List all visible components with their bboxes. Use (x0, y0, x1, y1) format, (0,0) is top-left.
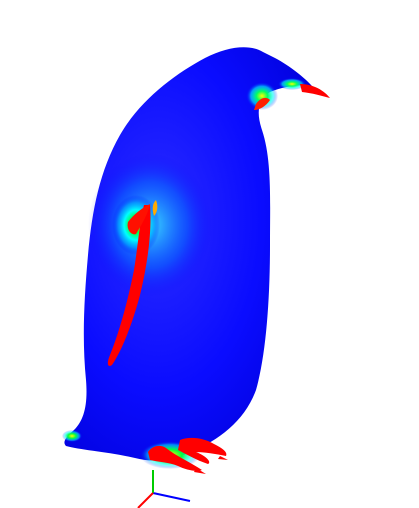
beak-shadow (254, 97, 270, 110)
beak (300, 84, 330, 98)
flipper (107, 205, 151, 366)
flipper-root (127, 204, 150, 235)
tail-glow (62, 430, 82, 442)
right-foot (178, 437, 227, 464)
axes-triad (137, 470, 191, 508)
flipper-tip (152, 200, 158, 216)
neck-glow (246, 82, 278, 110)
eye-glow (278, 78, 306, 90)
toe-claws (194, 456, 228, 474)
axis-x-line (152, 492, 191, 502)
left-foot (148, 445, 202, 471)
axis-z-line (137, 492, 154, 508)
